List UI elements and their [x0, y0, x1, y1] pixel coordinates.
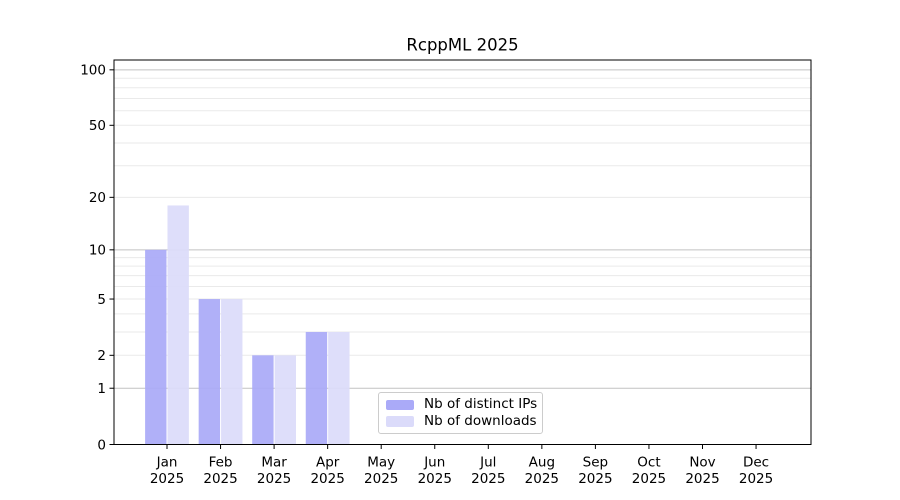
bar-nb-of-downloads-apr — [328, 331, 350, 445]
y-tick-label: 100 — [80, 63, 106, 79]
bar-nb-of-distinct-ips-mar — [252, 355, 274, 445]
x-tick-label-year: 2025 — [739, 471, 773, 487]
x-tick-label-year: 2025 — [471, 471, 505, 487]
bar-nb-of-distinct-ips-jan — [145, 249, 167, 445]
minor-gridlines — [114, 77, 811, 356]
bar-nb-of-distinct-ips-apr — [305, 331, 328, 445]
tick-labels-layer: 0125102050100Jan2025Feb2025Mar2025Apr202… — [80, 63, 773, 487]
y-tick-label: 1 — [97, 381, 106, 397]
x-tick-label-month: Jul — [479, 455, 496, 471]
x-tick-label-year: 2025 — [685, 471, 719, 487]
bar-nb-of-distinct-ips-feb — [198, 299, 221, 445]
bar-nb-of-downloads-feb — [221, 299, 243, 445]
x-tick-label-month: Dec — [743, 455, 769, 471]
x-tick-label-year: 2025 — [150, 471, 184, 487]
x-tick-label-month: Sep — [583, 455, 608, 471]
legend-swatch-downloads — [386, 416, 414, 427]
y-tick-label: 10 — [89, 243, 106, 259]
x-tick-label-year: 2025 — [203, 471, 237, 487]
bars-layer — [145, 205, 350, 445]
bar-nb-of-downloads-mar — [274, 355, 296, 445]
legend-row-downloads: Nb of downloads — [386, 412, 542, 429]
y-tick-label: 0 — [97, 437, 106, 453]
y-tick-label: 20 — [89, 190, 106, 206]
legend-label-distinct-ips: Nb of distinct IPs — [424, 396, 538, 412]
x-tick-label-year: 2025 — [364, 471, 398, 487]
x-tick-label-month: Jan — [156, 455, 178, 471]
x-tick-label-year: 2025 — [632, 471, 666, 487]
legend-label-downloads: Nb of downloads — [424, 412, 537, 429]
y-tick-label: 50 — [89, 118, 106, 134]
x-tick-label-year: 2025 — [257, 471, 291, 487]
x-tick-label-month: Jun — [423, 455, 445, 471]
chart-title: RcppML 2025 — [406, 36, 518, 55]
x-tick-label-month: Mar — [261, 455, 287, 471]
axes-layer — [109, 59, 812, 449]
x-tick-label-year: 2025 — [525, 471, 559, 487]
x-tick-label-month: May — [367, 455, 395, 471]
legend-row-distinct-ips: Nb of distinct IPs — [386, 396, 542, 412]
plot-area-border — [113, 59, 812, 445]
x-tick-label-month: Nov — [689, 455, 715, 471]
legend-swatch-distinct-ips — [386, 399, 414, 410]
x-tick-label-year: 2025 — [310, 471, 344, 487]
x-tick-label-month: Apr — [316, 455, 340, 471]
y-tick-label: 2 — [97, 348, 106, 364]
y-tick-label: 5 — [97, 292, 106, 308]
x-tick-label-month: Feb — [209, 455, 233, 471]
legend-box: Nb of distinct IPs Nb of downloads — [378, 392, 543, 434]
x-tick-label-year: 2025 — [578, 471, 612, 487]
x-tick-label-month: Oct — [637, 455, 660, 471]
x-tick-label-month: Aug — [529, 455, 555, 471]
bar-nb-of-downloads-jan — [167, 205, 189, 445]
x-tick-label-year: 2025 — [418, 471, 452, 487]
